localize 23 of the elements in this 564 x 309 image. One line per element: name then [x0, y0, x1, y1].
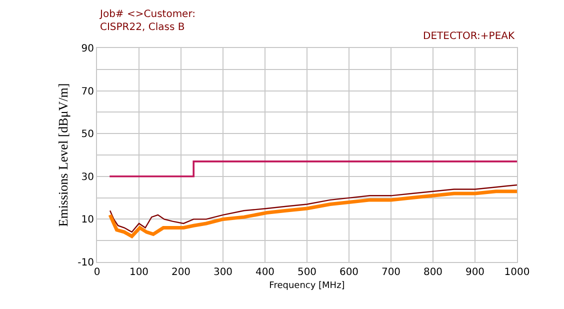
chart-subtitle: DETECTOR:+PEAK	[423, 31, 515, 42]
x-tick-label: 700	[381, 267, 401, 278]
y-tick-label: 10	[81, 214, 94, 226]
y-tick-label: -10	[78, 258, 94, 268]
x-tick-label: 500	[297, 267, 317, 278]
line-series	[109, 184, 517, 233]
x-tick-label: 400	[255, 267, 275, 278]
x-tick-label: 900	[465, 267, 485, 278]
y-tick-label: 90	[81, 44, 94, 54]
x-tick-label: 100	[129, 267, 149, 278]
chart-title: Job# <>Customer: CISPR22, Class B	[99, 9, 196, 33]
y-tick-label: 30	[81, 172, 94, 183]
x-tick-label: 300	[213, 267, 233, 278]
x-tick-label: 1000	[504, 267, 530, 278]
x-tick-label: 800	[423, 267, 443, 278]
y-tick-label: 50	[81, 129, 94, 140]
y-axis-title: Emissions Level [dBμV/m]	[56, 83, 71, 227]
line-series	[108, 190, 517, 238]
x-tick-label: 600	[339, 267, 359, 278]
x-tick-label: 200	[171, 267, 191, 278]
x-tick-label: 0	[94, 267, 100, 278]
x-axis-title: Frequency [MHz]	[269, 280, 345, 291]
y-tick-label: 70	[81, 86, 94, 98]
